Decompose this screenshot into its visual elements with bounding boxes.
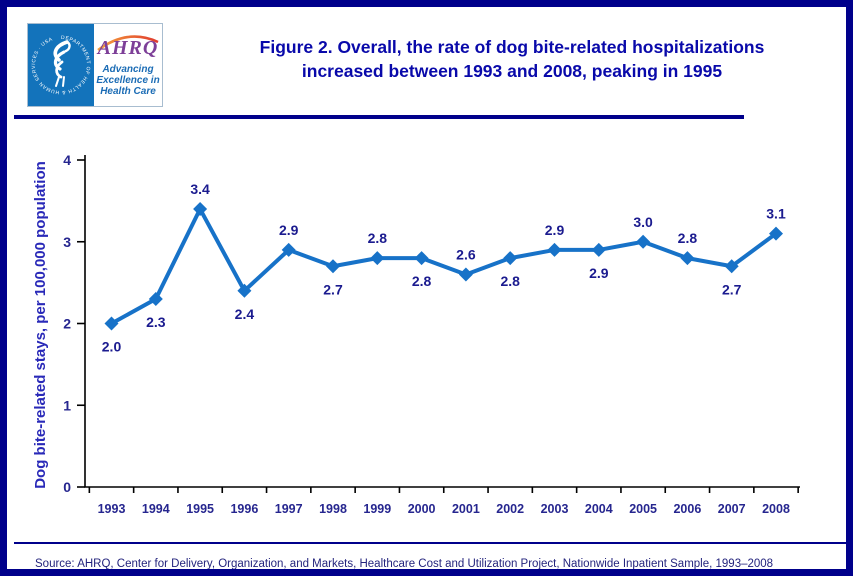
y-axis-title: Dog bite-related stays, per 100,000 popu… (32, 161, 49, 489)
data-point-marker (148, 291, 163, 306)
data-point-marker (724, 259, 739, 274)
data-point-marker (636, 234, 651, 249)
tagline-line-3: Health Care (100, 86, 156, 97)
data-point-marker (591, 242, 606, 257)
data-point-marker (414, 251, 429, 266)
data-point-marker (237, 283, 252, 298)
x-axis-label: 1995 (186, 502, 214, 516)
hhs-seal-panel: DEPARTMENT OF HEALTH & HUMAN SERVICES · … (28, 24, 94, 106)
data-point-label: 2.7 (722, 281, 742, 297)
x-axis-label: 2000 (408, 502, 436, 516)
x-axis-label: 1999 (363, 502, 391, 516)
tagline-line-2: Excellence in (96, 75, 160, 86)
data-point-label: 2.8 (500, 273, 520, 289)
y-tick-label: 1 (63, 397, 71, 413)
axes (84, 155, 800, 488)
data-point-label: 2.3 (146, 314, 166, 330)
data-point-label: 2.7 (323, 281, 343, 297)
tagline-line-1: Advancing (102, 64, 154, 75)
data-point-marker (370, 251, 385, 266)
x-axis-label: 1997 (275, 502, 303, 516)
y-tick-label: 2 (63, 316, 71, 332)
data-point-marker (458, 267, 473, 282)
data-point-marker (547, 242, 562, 257)
figure-title: Figure 2. Overall, the rate of dog bite-… (177, 35, 846, 83)
data-point-label: 2.8 (368, 230, 388, 246)
ahrq-hhs-logo: DEPARTMENT OF HEALTH & HUMAN SERVICES · … (27, 23, 163, 107)
data-point-marker (769, 226, 783, 241)
x-axis-label: 1994 (142, 502, 170, 516)
y-tick-label: 3 (63, 234, 71, 250)
ahrq-tagline: Advancing Excellence in Health Care (94, 64, 162, 97)
hhs-eagle-icon: DEPARTMENT OF HEALTH & HUMAN SERVICES · … (31, 35, 91, 95)
data-point-label: 2.9 (589, 265, 609, 281)
data-point-label: 2.8 (412, 273, 432, 289)
data-line (110, 207, 778, 326)
y-tick-label: 0 (63, 479, 71, 495)
data-point-label: 3.0 (633, 214, 653, 230)
x-axis-label: 2005 (629, 502, 657, 516)
data-point-label: 2.9 (545, 222, 565, 238)
line-chart: 0 1 2 3 4 1993 1994 1995 1996 1997 1998 1999 2000 200… (32, 152, 800, 516)
ahrq-wordmark-panel: AHRQ Advancing Excellence in Health Care (94, 24, 162, 106)
figure-title-line-1: Figure 2. Overall, the rate of dog bite-… (259, 37, 765, 57)
data-point-label: 2.0 (102, 339, 122, 355)
footer-divider (14, 542, 846, 544)
x-axis-label: 2004 (585, 502, 613, 516)
data-point-marker (326, 259, 340, 274)
data-point-marker (104, 316, 119, 331)
figure-title-line-2: increased between 1993 and 2008, peaking… (301, 61, 723, 81)
data-point-label: 3.1 (766, 206, 786, 222)
x-axis-label: 2008 (762, 502, 790, 516)
x-axis-label: 2002 (496, 502, 524, 516)
source-note: Source: AHRQ, Center for Delivery, Organ… (35, 558, 774, 570)
data-point-label: 3.4 (190, 181, 210, 197)
x-axis-label: 1998 (319, 502, 347, 516)
eagle-strokes (53, 40, 71, 87)
header-divider (14, 115, 744, 119)
data-point-marker (503, 251, 518, 266)
data-point-marker (680, 251, 695, 266)
data-point-label: 2.6 (456, 246, 476, 262)
x-axis-label: 2007 (718, 502, 746, 516)
y-tick-label: 4 (63, 152, 71, 168)
x-axis-label: 2001 (452, 502, 480, 516)
x-axis-label: 1996 (230, 502, 258, 516)
data-point-label: 2.8 (678, 230, 698, 246)
data-point-label: 2.9 (279, 222, 299, 238)
data-point-marker (281, 242, 296, 257)
x-axis-label: 2006 (673, 502, 701, 516)
data-point-label: 2.4 (235, 306, 255, 322)
x-axis-label: 1993 (98, 502, 126, 516)
ahrq-arc-icon (97, 35, 159, 52)
x-axis-label: 2003 (541, 502, 569, 516)
ahrq-acronym: AHRQ (97, 37, 159, 59)
data-point-marker (193, 202, 208, 217)
